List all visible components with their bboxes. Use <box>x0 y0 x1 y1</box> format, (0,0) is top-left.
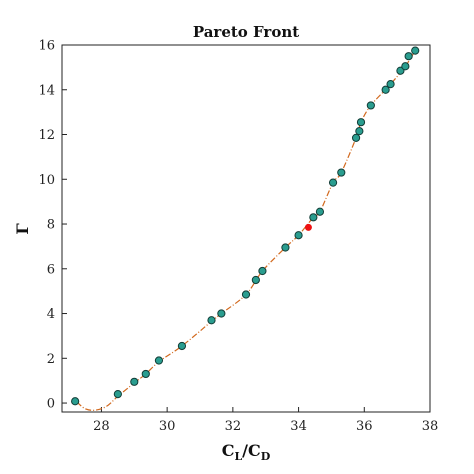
pareto-point <box>207 316 216 325</box>
fit-curve-line <box>76 50 416 411</box>
pareto-point <box>401 62 410 71</box>
plot-frame <box>61 44 431 413</box>
y-tick-label: 12 <box>38 128 55 143</box>
pareto-point <box>404 52 413 61</box>
pareto-point <box>386 80 395 89</box>
pareto-points <box>71 46 420 406</box>
pareto-point <box>309 213 318 222</box>
pareto-point <box>251 275 260 285</box>
pareto-point <box>141 369 150 379</box>
chart-title: Pareto Front <box>193 23 299 41</box>
pareto-point <box>258 266 267 276</box>
pareto-point <box>177 341 187 351</box>
y-tick-label: 0 <box>47 397 55 412</box>
pareto-point <box>281 243 290 252</box>
pareto-point <box>241 290 251 299</box>
x-label-sep: /C <box>242 441 261 460</box>
pareto-point <box>294 231 303 240</box>
pareto-point <box>113 389 122 399</box>
x-tick-label: 28 <box>93 419 110 434</box>
pareto-point <box>356 118 366 127</box>
x-axis-ticks: 28 30 32 34 36 38 <box>93 407 438 434</box>
x-tick-label: 34 <box>290 419 307 434</box>
x-tick-label: 32 <box>225 419 242 434</box>
y-tick-label: 2 <box>47 352 55 367</box>
pareto-point <box>315 207 325 216</box>
x-label-sub1: L <box>234 450 242 463</box>
x-label-main: C <box>222 441 235 460</box>
y-tick-label: 6 <box>47 262 55 277</box>
y-tick-label: 16 <box>38 39 55 54</box>
pareto-point <box>411 46 420 55</box>
pareto-point <box>337 168 346 177</box>
pareto-point <box>130 377 139 386</box>
y-tick-label: 8 <box>47 218 55 233</box>
y-axis-label: Γ <box>13 223 32 235</box>
y-tick-label: 10 <box>38 173 55 188</box>
x-tick-label: 30 <box>159 419 176 434</box>
pareto-point <box>351 133 361 142</box>
highlighted-point <box>304 223 312 231</box>
pareto-point <box>328 178 338 187</box>
pareto-point <box>366 101 375 110</box>
y-axis-ticks: 0 2 4 6 8 10 12 14 16 <box>38 39 67 412</box>
x-label-sub2: D <box>261 450 271 463</box>
x-tick-label: 36 <box>356 419 373 434</box>
pareto-point <box>396 66 405 75</box>
pareto-point <box>154 356 164 365</box>
x-tick-label: 38 <box>422 419 439 434</box>
x-axis-label: CL/CD <box>222 441 271 463</box>
pareto-point <box>355 127 364 136</box>
y-tick-label: 14 <box>38 83 55 98</box>
pareto-point <box>71 397 80 406</box>
y-tick-label: 4 <box>47 307 55 322</box>
pareto-point <box>381 85 390 94</box>
pareto-point <box>217 309 226 318</box>
